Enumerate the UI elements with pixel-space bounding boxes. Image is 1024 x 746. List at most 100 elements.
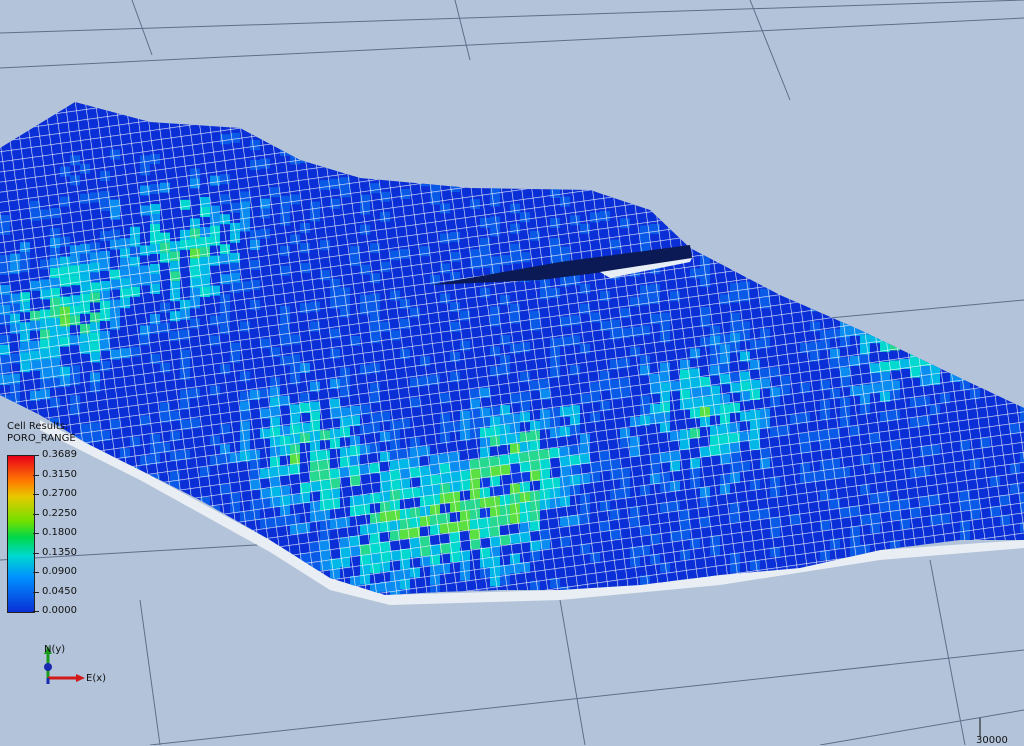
grid-cell [330, 148, 340, 159]
grid-cell [900, 169, 910, 179]
grid-cell [680, 102, 690, 110]
grid-cell [390, 170, 400, 181]
grid-cell [180, 569, 190, 580]
grid-cell [850, 136, 860, 146]
grid-cell [930, 334, 940, 345]
grid-cell [420, 146, 430, 157]
grid-cell [430, 605, 440, 615]
north-axis-label: N(y) [44, 644, 66, 655]
grid-cell [690, 88, 700, 98]
grid-cell [940, 53, 950, 63]
grid-cell [710, 102, 720, 106]
grid-cell [860, 264, 870, 275]
grid-cell [800, 263, 810, 273]
grid-cell [560, 106, 570, 117]
grid-cell [330, 158, 340, 169]
legend-label: 0.0000 [42, 605, 77, 616]
grid-cell [910, 78, 920, 88]
grid-cell [700, 77, 710, 87]
grid-cell [1010, 133, 1020, 144]
grid-cell [410, 157, 420, 168]
grid-cell [0, 645, 10, 655]
grid-cell [980, 127, 990, 138]
grid-cell [920, 226, 930, 237]
grid-cell [960, 330, 970, 341]
grid-cell [710, 215, 720, 226]
grid-cell [410, 167, 420, 178]
grid-cell [160, 542, 170, 553]
grid-cell [150, 624, 160, 634]
grid-cell [170, 511, 180, 522]
grid-cell [290, 574, 300, 585]
grid-cell [1000, 365, 1010, 375]
grid-cell [600, 81, 610, 91]
grid-cell [870, 103, 880, 114]
grid-cell [950, 202, 960, 212]
grid-cell [1020, 272, 1024, 283]
grid-cell [490, 176, 500, 187]
grid-cell [770, 147, 780, 158]
grid-cell [980, 28, 990, 38]
grid-cell [630, 126, 640, 137]
grid-cell [110, 559, 120, 570]
grid-cell [990, 276, 1000, 287]
grid-cell [240, 561, 250, 572]
grid-cell [280, 616, 290, 626]
grid-cell [920, 46, 930, 56]
grid-cell [340, 617, 350, 627]
grid-cell [740, 121, 750, 132]
grid-cell [860, 274, 870, 285]
grid-cell [810, 92, 820, 102]
grid-cell [390, 150, 400, 161]
grid-cell [590, 132, 600, 143]
grid-cell [870, 303, 880, 314]
grid-cell [940, 193, 950, 204]
grid-cell [830, 188, 840, 199]
grid-cell [1010, 44, 1020, 54]
grid-cell [850, 106, 860, 116]
grid-cell [980, 207, 990, 218]
grid-cell [880, 201, 890, 212]
grid-cell [110, 589, 120, 595]
grid-cell [320, 150, 330, 161]
grid-cell [970, 119, 980, 130]
legend-tick [33, 494, 39, 495]
grid-cell [890, 170, 900, 181]
grid-cell [870, 283, 880, 294]
grid-cell [920, 146, 930, 157]
grid-cell [890, 270, 900, 281]
grid-cell [460, 110, 470, 121]
grid-cell [820, 280, 830, 291]
surface-shadow [40, 420, 1024, 605]
legend-label: 0.0900 [42, 566, 77, 577]
grid-cell [1020, 202, 1024, 213]
grid-cell [920, 316, 930, 327]
grid-cell [1020, 372, 1024, 383]
grid-cell [890, 300, 900, 311]
grid-cell [980, 327, 990, 338]
grid-cell [820, 210, 830, 221]
grid-cell [750, 230, 760, 240]
grid-cell [950, 282, 960, 292]
grid-cell [890, 290, 900, 301]
grid-cell [910, 167, 920, 178]
grid-cell [910, 267, 920, 278]
grid-cell [560, 166, 570, 177]
grid-cell [490, 116, 500, 127]
grid-cell [100, 551, 110, 561]
legend-color-bar [7, 455, 35, 613]
grid-cell [40, 619, 50, 629]
grid-cell [950, 262, 960, 272]
grid-cell [340, 157, 350, 168]
grid-cell [990, 56, 1000, 66]
grid-cell [320, 620, 330, 630]
grid-cell [110, 539, 120, 550]
grid-cell [860, 85, 870, 95]
grid-cell [1010, 102, 1020, 104]
grid-cell [200, 567, 210, 577]
grid-cell [130, 496, 140, 507]
grid-cell [870, 73, 880, 83]
grid-cell [630, 146, 640, 157]
